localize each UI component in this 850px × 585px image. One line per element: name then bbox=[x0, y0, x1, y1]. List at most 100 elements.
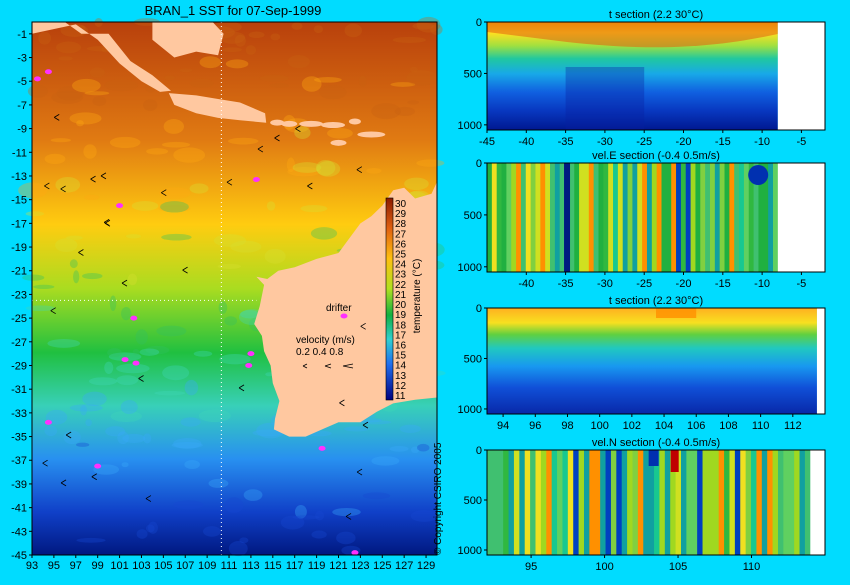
sst-eddy bbox=[146, 148, 169, 155]
x-tick-label: 107 bbox=[176, 560, 194, 572]
sst-eddy bbox=[332, 507, 361, 517]
drifter-mark bbox=[130, 315, 138, 321]
sst-eddy bbox=[173, 500, 204, 510]
velocity-band bbox=[697, 450, 704, 555]
velocity-band bbox=[525, 163, 532, 272]
sst-eddy bbox=[72, 78, 101, 93]
section-x-tick-label: 94 bbox=[497, 420, 509, 432]
section-x-tick-label: -20 bbox=[676, 278, 692, 290]
velocity-band bbox=[589, 450, 596, 555]
sst-eddy bbox=[213, 234, 247, 247]
velocity-arrow bbox=[138, 375, 144, 382]
velocity-band bbox=[664, 450, 671, 555]
x-tick-label: 129 bbox=[417, 560, 435, 572]
colorbar-tick-label: 18 bbox=[395, 320, 407, 331]
x-tick-label: 95 bbox=[48, 560, 60, 572]
velocity-band bbox=[598, 163, 604, 272]
sst-eddy bbox=[409, 66, 419, 73]
sst-eddy bbox=[143, 433, 152, 444]
sst-eddy bbox=[173, 147, 206, 163]
sst-eddy bbox=[291, 22, 303, 30]
x-tick-label: 101 bbox=[110, 560, 128, 572]
y-tick-label: -15 bbox=[11, 195, 27, 207]
section-x-tick-label: 100 bbox=[590, 420, 608, 432]
velocity-band bbox=[487, 163, 493, 272]
section-x-tick-label: 106 bbox=[687, 420, 705, 432]
x-tick-label: 119 bbox=[308, 560, 326, 572]
x-tick-label: 97 bbox=[70, 560, 82, 572]
sst-eddy bbox=[131, 200, 159, 211]
velocity-band bbox=[621, 450, 628, 555]
x-tick-label: 93 bbox=[26, 560, 38, 572]
velocity-arrow bbox=[257, 145, 264, 153]
y-tick-label: -31 bbox=[11, 384, 27, 396]
sst-eddy bbox=[228, 541, 248, 557]
sst-eddy bbox=[198, 409, 231, 423]
section-y-tick-label: 0 bbox=[476, 445, 482, 457]
y-tick-label: -1 bbox=[17, 29, 27, 41]
sst-eddy bbox=[116, 375, 139, 386]
sst-eddy bbox=[280, 515, 305, 530]
sst-eddy bbox=[69, 404, 103, 412]
sst-eddy bbox=[239, 537, 249, 544]
copyright-text: © Copyright CSIRO 2005 bbox=[433, 442, 444, 555]
velocity-arrow bbox=[121, 279, 128, 287]
velocity-band bbox=[718, 450, 725, 555]
x-tick-label: 111 bbox=[221, 560, 238, 572]
velocity-band bbox=[700, 163, 706, 272]
velocity-band bbox=[719, 163, 726, 272]
sst-eddy bbox=[412, 22, 434, 30]
section-x-tick-label: -5 bbox=[797, 278, 807, 290]
velocity-band bbox=[511, 163, 517, 272]
sst-eddy bbox=[121, 306, 132, 321]
velocity-arrow bbox=[65, 431, 72, 439]
y-tick-label: -23 bbox=[11, 289, 27, 301]
sst-eddy bbox=[245, 45, 257, 55]
velocity-band bbox=[768, 163, 774, 272]
velocity-band bbox=[632, 163, 638, 272]
section-x-tick-label: -35 bbox=[558, 136, 574, 148]
velocity-band bbox=[613, 163, 619, 272]
section-x-tick-label: 98 bbox=[561, 420, 573, 432]
sst-eddy bbox=[371, 103, 401, 120]
x-tick-label: 103 bbox=[132, 560, 150, 572]
sst-eddy bbox=[108, 352, 142, 361]
sst-eddy bbox=[407, 100, 420, 105]
velocity-band bbox=[610, 450, 617, 555]
sst-eddy bbox=[184, 379, 199, 396]
sst-eddy bbox=[343, 426, 370, 432]
sst-eddy bbox=[85, 419, 92, 427]
velocity-arrow bbox=[238, 384, 245, 392]
section-y-tick-label: 0 bbox=[476, 303, 482, 315]
velocity-band bbox=[666, 163, 672, 272]
y-tick-label: -19 bbox=[11, 242, 27, 254]
section-x-tick-label: -30 bbox=[597, 136, 613, 148]
velocity-arrow bbox=[356, 468, 363, 476]
section-x-tick-label: 105 bbox=[669, 561, 687, 573]
section-x-tick-label: 104 bbox=[655, 420, 673, 432]
y-tick-label: -41 bbox=[11, 503, 27, 515]
sst-eddy bbox=[139, 348, 160, 356]
y-tick-label: -33 bbox=[11, 408, 27, 420]
velocity-jet bbox=[670, 450, 679, 472]
velocity-band bbox=[492, 450, 499, 555]
sst-eddy bbox=[212, 21, 242, 33]
land-mask bbox=[777, 22, 825, 130]
velocity-band bbox=[513, 450, 520, 555]
sst-eddy bbox=[136, 529, 148, 539]
x-tick-label: 113 bbox=[242, 560, 260, 572]
velocity-band bbox=[530, 163, 536, 272]
sst-eddy bbox=[371, 456, 400, 466]
section-x-tick-label: -15 bbox=[715, 278, 731, 290]
section-title: vel.N section (-0.4 0.5m/s) bbox=[592, 437, 720, 449]
sst-eddy bbox=[292, 162, 322, 173]
sst-eddy bbox=[38, 31, 52, 45]
x-tick-label: 99 bbox=[92, 560, 104, 572]
section-y-tick-label: 500 bbox=[464, 495, 482, 507]
velocity-band bbox=[559, 163, 566, 272]
sst-eddy bbox=[25, 305, 56, 312]
sst-eddy bbox=[217, 263, 241, 269]
sst-eddy bbox=[404, 177, 429, 191]
section-y-tick-label: 1000 bbox=[458, 120, 482, 132]
